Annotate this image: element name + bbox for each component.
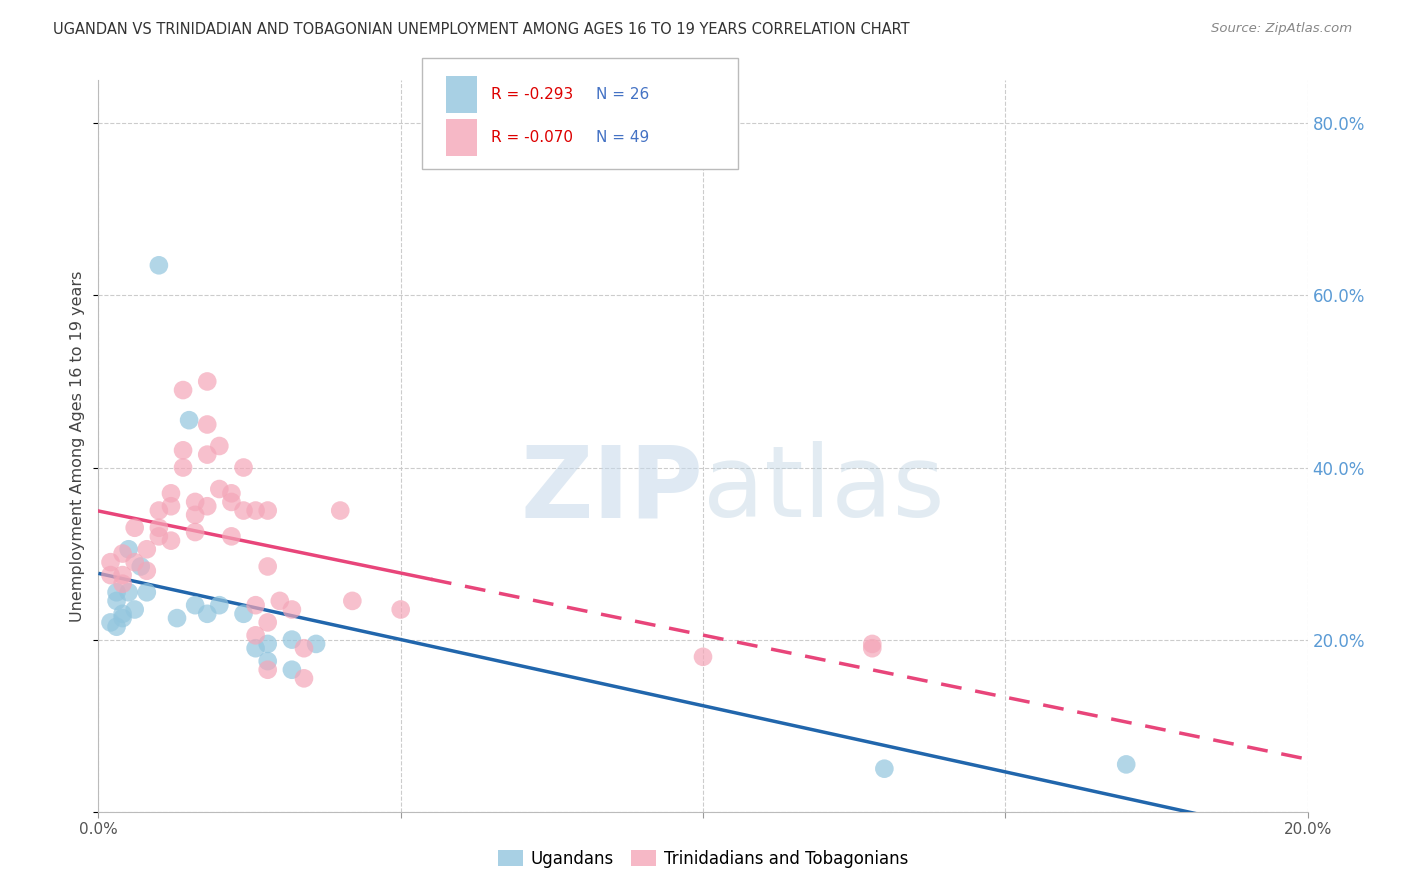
Point <box>256 559 278 574</box>
Point <box>105 594 128 608</box>
Point <box>184 495 207 509</box>
Point <box>860 637 883 651</box>
Text: ZIP: ZIP <box>520 442 703 539</box>
Point <box>111 611 134 625</box>
Point <box>256 663 278 677</box>
Point <box>172 443 194 458</box>
Point <box>111 576 134 591</box>
Point <box>195 500 218 514</box>
Point <box>256 637 278 651</box>
Point <box>118 542 141 557</box>
Point <box>124 602 146 616</box>
Y-axis label: Unemployment Among Ages 16 to 19 years: Unemployment Among Ages 16 to 19 years <box>70 270 86 622</box>
Point <box>281 632 304 647</box>
Point <box>873 762 896 776</box>
Point <box>860 641 883 656</box>
Point <box>389 602 412 616</box>
Point <box>256 654 278 668</box>
Point <box>232 607 254 621</box>
Point <box>184 598 207 612</box>
Point <box>195 448 218 462</box>
Point <box>281 663 304 677</box>
Point <box>208 439 231 453</box>
Point <box>124 521 146 535</box>
Point <box>221 486 243 500</box>
Point <box>692 649 714 664</box>
Point <box>135 564 157 578</box>
Point <box>148 503 170 517</box>
Point <box>100 555 122 569</box>
Point <box>124 555 146 569</box>
Point <box>179 413 201 427</box>
Text: atlas: atlas <box>703 442 945 539</box>
Point <box>269 594 291 608</box>
Text: Source: ZipAtlas.com: Source: ZipAtlas.com <box>1212 22 1353 36</box>
Point <box>184 524 207 539</box>
Point <box>135 585 157 599</box>
Point <box>221 495 243 509</box>
Point <box>1115 757 1137 772</box>
Point <box>100 615 122 630</box>
Point <box>148 521 170 535</box>
Point <box>232 460 254 475</box>
Point <box>195 375 218 389</box>
Point <box>111 607 134 621</box>
Point <box>195 607 218 621</box>
Point <box>221 529 243 543</box>
Point <box>342 594 364 608</box>
Point <box>160 533 183 548</box>
Point <box>245 503 267 517</box>
Point <box>111 547 134 561</box>
Point <box>281 602 304 616</box>
Point <box>292 641 315 656</box>
Point <box>118 585 141 599</box>
Point <box>135 542 157 557</box>
Point <box>195 417 218 432</box>
Point <box>105 585 128 599</box>
Point <box>148 258 170 272</box>
Point <box>100 568 122 582</box>
Point <box>148 529 170 543</box>
Point <box>208 482 231 496</box>
Legend: Ugandans, Trinidadians and Tobagonians: Ugandans, Trinidadians and Tobagonians <box>492 845 914 873</box>
Point <box>329 503 352 517</box>
Text: N = 26: N = 26 <box>596 87 650 102</box>
Point <box>160 500 183 514</box>
Point <box>292 671 315 685</box>
Text: R = -0.070: R = -0.070 <box>491 130 572 145</box>
Point <box>172 460 194 475</box>
Point <box>245 598 267 612</box>
Text: R = -0.293: R = -0.293 <box>491 87 572 102</box>
Point <box>160 486 183 500</box>
Text: UGANDAN VS TRINIDADIAN AND TOBAGONIAN UNEMPLOYMENT AMONG AGES 16 TO 19 YEARS COR: UGANDAN VS TRINIDADIAN AND TOBAGONIAN UN… <box>53 22 910 37</box>
Point <box>105 620 128 634</box>
Point <box>256 615 278 630</box>
Point <box>129 559 152 574</box>
Point <box>172 383 194 397</box>
Point <box>305 637 328 651</box>
Point <box>166 611 188 625</box>
Point <box>245 628 267 642</box>
Point <box>232 503 254 517</box>
Point <box>208 598 231 612</box>
Point <box>111 568 134 582</box>
Point <box>184 508 207 522</box>
Text: N = 49: N = 49 <box>596 130 650 145</box>
Point <box>245 641 267 656</box>
Point <box>256 503 278 517</box>
